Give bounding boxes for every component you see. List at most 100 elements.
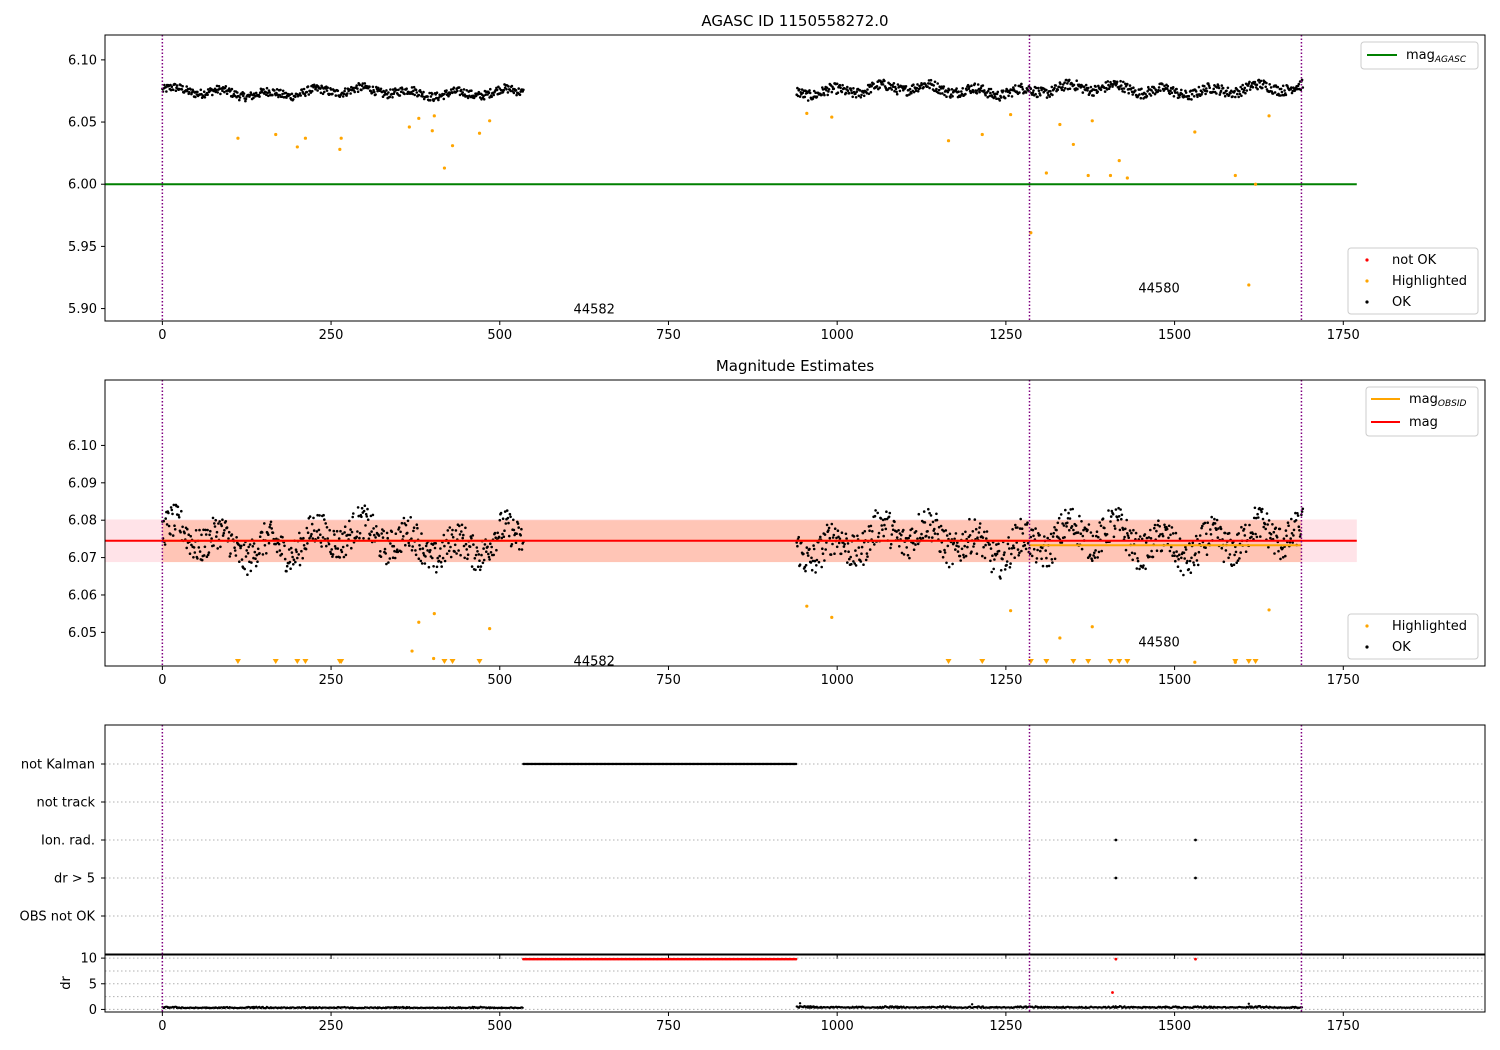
ok-point xyxy=(1059,82,1062,86)
ok-point xyxy=(833,552,836,555)
ok-point xyxy=(163,543,167,546)
ok-point xyxy=(509,515,512,519)
ok-point xyxy=(1117,506,1120,510)
ok-point xyxy=(922,85,925,89)
ok-point xyxy=(890,88,894,91)
ok-point xyxy=(503,529,506,532)
ok-point xyxy=(839,552,843,556)
ok-point xyxy=(1161,82,1164,86)
ok-point xyxy=(1200,526,1203,530)
ok-point xyxy=(1149,537,1153,540)
ok-point xyxy=(914,543,917,546)
ok-point xyxy=(1053,526,1056,529)
ok-point xyxy=(1178,95,1181,99)
ok-point xyxy=(1279,557,1282,561)
ok-point xyxy=(836,91,840,94)
ok-point xyxy=(1070,525,1074,528)
ok-point xyxy=(208,533,211,537)
ok-point xyxy=(857,546,861,549)
highlighted-point xyxy=(805,604,809,608)
legend-marker-highlighted xyxy=(1365,624,1369,628)
ok-point xyxy=(289,546,293,550)
ok-point xyxy=(798,88,801,91)
ok-point xyxy=(1026,541,1030,545)
ok-point xyxy=(441,556,445,560)
ok-point xyxy=(1080,520,1083,523)
ok-point xyxy=(308,515,312,518)
y-tick-label: 6.09 xyxy=(68,476,97,491)
ok-point xyxy=(873,514,877,518)
ok-point xyxy=(1286,521,1290,524)
ok-point xyxy=(254,557,257,560)
axis-ticks: 0 250 500 750 1000 1250 1500 17506.056.066.076.… xyxy=(68,439,1360,688)
ok-point xyxy=(1205,553,1209,556)
ok-point xyxy=(455,552,458,555)
ok-point xyxy=(889,546,892,550)
highlighted-point xyxy=(1233,173,1237,178)
ok-point xyxy=(281,535,284,539)
ok-point xyxy=(163,83,166,87)
ok-point xyxy=(1130,531,1133,535)
ok-point xyxy=(385,531,389,535)
ok-point xyxy=(476,550,479,553)
ok-point xyxy=(298,92,302,95)
ok-point xyxy=(827,529,830,532)
ok-point xyxy=(1158,525,1161,528)
ok-point xyxy=(1006,542,1010,546)
obsid-label: 44582 xyxy=(574,303,615,318)
ok-point xyxy=(1205,89,1209,93)
ok-point xyxy=(1189,571,1193,574)
ok-point xyxy=(474,568,477,572)
ok-point xyxy=(420,562,424,565)
dr-not-ok-point xyxy=(794,957,798,961)
ok-point xyxy=(1044,549,1047,552)
ok-point xyxy=(244,555,248,558)
highlighted-point xyxy=(1193,130,1197,134)
ok-point xyxy=(997,549,1001,553)
ok-point xyxy=(826,93,829,97)
ok-point xyxy=(242,543,246,547)
clipped-low-marker xyxy=(1232,659,1239,664)
ok-point xyxy=(216,91,219,94)
ok-point xyxy=(974,527,978,531)
highlighted-point xyxy=(432,656,436,661)
ok-point xyxy=(955,87,958,90)
ok-point xyxy=(331,555,334,558)
ok-point xyxy=(1014,523,1017,527)
ok-point xyxy=(1216,536,1220,539)
ok-point xyxy=(914,89,918,92)
ok-point xyxy=(332,529,336,533)
ok-point xyxy=(175,84,179,87)
ok-point xyxy=(988,543,991,546)
ok-point xyxy=(173,524,176,527)
highlighted-point xyxy=(339,136,343,140)
ok-point xyxy=(510,84,514,88)
ok-point xyxy=(912,548,916,551)
ok-point xyxy=(1145,536,1149,540)
ok-point xyxy=(458,86,461,89)
clipped-low-marker xyxy=(979,659,986,664)
ok-point xyxy=(1203,89,1207,93)
ok-point xyxy=(273,89,276,92)
highlighted-point xyxy=(1044,171,1048,175)
ok-point xyxy=(1074,524,1078,527)
ok-point xyxy=(192,546,196,549)
ok-point xyxy=(335,529,339,533)
ok-point xyxy=(990,570,993,574)
ok-point xyxy=(289,567,292,570)
ok-point xyxy=(475,546,479,549)
ok-point xyxy=(1005,563,1008,567)
ok-point xyxy=(971,530,975,533)
ok-point xyxy=(388,557,392,560)
ok-point xyxy=(866,88,869,91)
ok-point xyxy=(821,552,825,555)
ok-point xyxy=(1138,567,1141,571)
ok-point xyxy=(1055,528,1058,532)
highlighted-point xyxy=(417,116,421,120)
ok-point xyxy=(1113,527,1117,530)
ok-point xyxy=(211,93,214,97)
ok-point xyxy=(1096,90,1099,93)
ok-point xyxy=(274,93,278,97)
